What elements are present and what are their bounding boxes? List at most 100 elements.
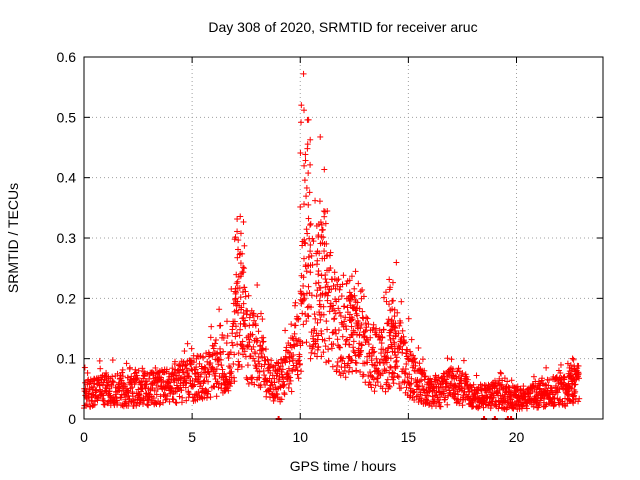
data-point — [572, 388, 579, 395]
data-point — [353, 320, 360, 327]
data-point — [313, 293, 320, 300]
data-point — [321, 248, 328, 255]
data-point — [418, 395, 425, 402]
data-point — [390, 380, 397, 387]
data-point — [396, 322, 403, 329]
data-point — [191, 381, 198, 388]
data-point — [173, 399, 180, 406]
data-point — [343, 326, 350, 333]
data-point — [317, 284, 324, 291]
data-point — [539, 375, 546, 382]
data-point — [565, 385, 572, 392]
data-point — [392, 332, 399, 339]
data-point — [286, 358, 293, 365]
data-point — [402, 339, 409, 346]
data-point — [318, 311, 325, 318]
y-tick-label: 0.3 — [57, 230, 77, 246]
data-point — [335, 305, 342, 312]
data-point — [118, 394, 125, 401]
data-point — [350, 305, 357, 312]
data-point — [335, 296, 342, 303]
data-point — [182, 362, 189, 369]
data-point — [340, 272, 347, 279]
data-point — [345, 360, 352, 367]
data-point — [444, 355, 451, 362]
data-point — [570, 393, 577, 400]
data-point — [114, 400, 121, 407]
data-point — [542, 381, 549, 388]
data-point — [307, 241, 314, 248]
data-point — [302, 151, 309, 158]
data-point — [460, 357, 467, 364]
data-point — [444, 401, 451, 408]
data-point — [227, 349, 234, 356]
data-point — [300, 282, 307, 289]
data-point — [307, 220, 314, 227]
data-point — [326, 252, 333, 259]
data-point — [455, 391, 462, 398]
data-point — [565, 374, 572, 381]
data-point — [395, 349, 402, 356]
data-point — [312, 315, 319, 322]
data-point — [368, 373, 375, 380]
data-point — [422, 373, 429, 380]
data-point — [362, 328, 369, 335]
data-point — [339, 355, 346, 362]
data-point — [389, 323, 396, 330]
data-point — [301, 107, 308, 114]
data-point — [382, 289, 389, 296]
data-point — [268, 357, 275, 364]
data-point — [227, 364, 234, 371]
data-point — [364, 353, 371, 360]
data-point — [208, 323, 215, 330]
data-point — [392, 358, 399, 365]
data-point — [310, 333, 317, 340]
data-point — [235, 350, 242, 357]
data-point — [343, 337, 350, 344]
data-point — [84, 369, 91, 376]
data-point — [307, 269, 314, 276]
data-point — [325, 289, 332, 296]
data-point — [249, 331, 256, 338]
data-point — [368, 384, 375, 391]
data-point — [231, 351, 238, 358]
data-point — [295, 375, 302, 382]
data-point — [151, 387, 158, 394]
data-point — [228, 339, 235, 346]
data-point — [212, 337, 219, 344]
data-point — [336, 369, 343, 376]
data-point — [252, 322, 259, 329]
data-point — [93, 387, 100, 394]
data-point — [108, 382, 115, 389]
data-point — [234, 366, 241, 373]
data-point — [298, 368, 305, 375]
data-point — [359, 373, 366, 380]
data-point — [280, 382, 287, 389]
data-point — [336, 344, 343, 351]
data-point — [262, 346, 269, 353]
data-point — [307, 136, 314, 143]
data-point — [144, 401, 151, 408]
data-point — [373, 325, 380, 332]
data-point — [293, 337, 300, 344]
data-point — [311, 325, 318, 332]
data-point — [162, 396, 169, 403]
data-point — [96, 357, 103, 364]
data-point — [396, 380, 403, 387]
x-tick-label: 0 — [80, 429, 88, 445]
data-point — [331, 269, 338, 276]
y-tick-label: 0.5 — [57, 109, 77, 125]
data-point — [554, 389, 561, 396]
data-point — [399, 327, 406, 334]
data-point — [392, 364, 399, 371]
data-point — [360, 371, 367, 378]
data-point — [508, 377, 515, 384]
data-point — [109, 378, 116, 385]
data-point — [383, 367, 390, 374]
data-point — [123, 360, 130, 367]
data-point — [388, 326, 395, 333]
data-point — [139, 365, 146, 372]
data-point — [311, 311, 318, 318]
data-point — [315, 271, 322, 278]
data-point — [348, 356, 355, 363]
